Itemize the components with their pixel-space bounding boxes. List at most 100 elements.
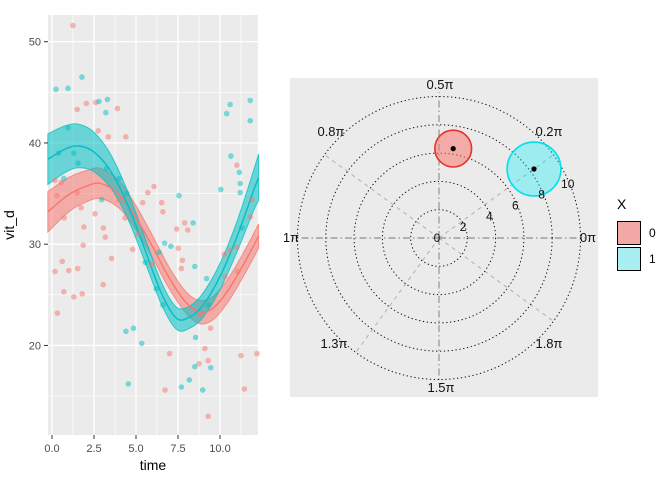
scatter-point [162, 387, 168, 393]
scatter-point [234, 162, 240, 168]
scatter-point [65, 125, 71, 131]
scatter-point [227, 247, 233, 254]
r-tick-label: 10 [561, 177, 575, 191]
scatter-point [190, 220, 196, 226]
scatter-point [181, 220, 188, 226]
scatter-point [124, 190, 130, 197]
scatter-point [100, 225, 107, 231]
r-tick-label: 4 [486, 209, 493, 223]
scatter-point [202, 345, 208, 352]
x-tick-label: 7.5 [170, 443, 185, 455]
scatter-point [61, 175, 67, 182]
r-tick-label: 2 [460, 220, 467, 234]
scatter-point [55, 150, 62, 156]
scatter-point [142, 259, 148, 266]
scatter-point [83, 100, 90, 107]
theta-tick-label: 1.8π [535, 336, 562, 351]
scatter-point [74, 106, 80, 113]
y-tick-label: 50 [29, 37, 41, 49]
scatter-point [74, 265, 81, 272]
scatter-point [156, 249, 162, 256]
scatter-point [138, 340, 145, 347]
theta-tick-label: 1π [283, 230, 299, 245]
y-tick-label: 20 [29, 340, 41, 352]
scatter-point [134, 231, 141, 237]
scatter-point [222, 273, 228, 280]
legend-key-0-label: 0 [649, 226, 656, 240]
points-group-1 [53, 74, 253, 393]
scatter-point [61, 215, 68, 221]
scatter-point [139, 199, 146, 206]
scatter-point [52, 268, 58, 275]
theta-tick-label: 1.5π [427, 380, 454, 395]
axes: 0.0 2.5 5.0 7.5 10.0 20 30 40 50 [29, 37, 231, 455]
scatter-point [98, 196, 105, 203]
scatter-point [130, 325, 137, 332]
scatter-panel: 0.0 2.5 5.0 7.5 10.0 20 30 40 50 time vit_d [1, 15, 260, 473]
scatter-point [192, 263, 198, 270]
scatter-point [205, 302, 211, 308]
scatter-point [223, 110, 230, 117]
scatter-point [175, 245, 182, 252]
scatter-point [186, 377, 193, 383]
scatter-point [160, 302, 166, 308]
polar-ring [325, 124, 553, 352]
scatter-point [54, 192, 60, 199]
scatter-point [58, 179, 64, 186]
scatter-point [203, 275, 210, 282]
polar-ring [410, 209, 468, 267]
scatter-point [241, 386, 248, 392]
scatter-point [129, 246, 136, 253]
x-tick-label: 10.0 [209, 443, 230, 455]
scatter-point [207, 325, 214, 332]
scatter-point [197, 311, 203, 317]
polar-ring [381, 180, 497, 296]
points-group-0 [52, 22, 260, 420]
theta-tick-label: 0.2π [535, 124, 562, 139]
polar-panel: 0 2 4 6 8 10 0π 0.2π 0.5π 0.8π 1π 1.3π 1.5π 1.8π [283, 77, 598, 397]
scatter-point [105, 134, 112, 140]
scatter-point [145, 189, 151, 196]
scatter-point [71, 150, 77, 156]
scatter-point [103, 165, 110, 172]
scatter-point [102, 234, 109, 240]
scatter-point [234, 244, 240, 250]
scatter-point [108, 255, 115, 262]
scatter-point [65, 85, 71, 92]
scatter-point [221, 251, 228, 258]
legend-key-0-swatch [617, 221, 641, 245]
scatter-point [173, 226, 180, 232]
r-tick-label: 6 [512, 199, 519, 213]
scatter-point [125, 381, 132, 387]
scatter-point [96, 98, 102, 105]
x-tick-label: 2.5 [86, 443, 101, 455]
y-tick-label: 40 [29, 138, 41, 150]
scatter-point [237, 189, 243, 196]
polar-background [290, 78, 598, 397]
r-tick-label: 0 [434, 231, 441, 245]
scatter-point [161, 240, 168, 246]
scatter-point [80, 242, 86, 248]
theta-tick-label: 0.5π [426, 77, 453, 92]
scatter-point [53, 86, 59, 93]
scatter-point [100, 281, 106, 288]
scatter-point [123, 134, 129, 140]
scatter-point [103, 109, 109, 116]
scatter-point [114, 105, 121, 112]
scatter-point [54, 310, 61, 316]
scatter-point [234, 268, 241, 275]
scatter-point [178, 384, 185, 390]
scatter-point [148, 261, 154, 268]
x-tick-label: 5.0 [128, 443, 143, 455]
polar-r-labels: 0 2 4 6 8 10 [434, 177, 575, 245]
scatter-point [153, 286, 159, 292]
scatter-point [95, 128, 101, 134]
scatter-point [52, 177, 58, 184]
polar-spokes [293, 92, 585, 384]
polar-rings [297, 96, 581, 380]
group-mean-dot-1 [531, 166, 537, 172]
legend-title: X [617, 196, 627, 212]
scatter-point [123, 328, 129, 335]
